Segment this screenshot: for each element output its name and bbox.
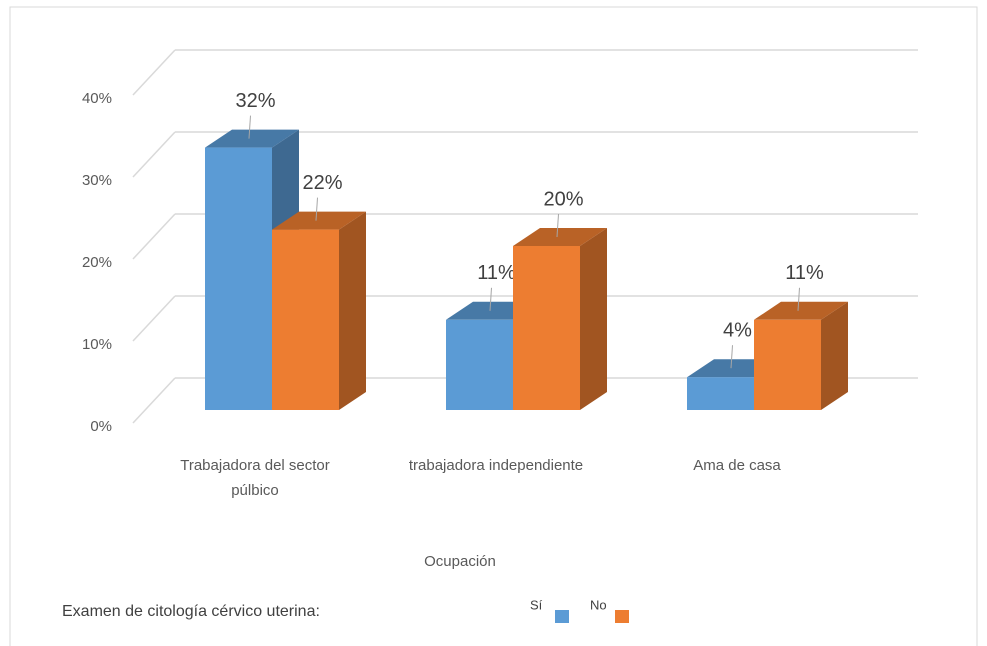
bar-top (205, 129, 299, 148)
grid-line-side (132, 49, 176, 96)
legend-swatch (555, 610, 569, 623)
leader-line (797, 287, 800, 311)
bar-front (754, 319, 821, 410)
data-label: 20% (543, 188, 583, 210)
x-axis-title: Ocupación (424, 553, 496, 570)
data-label: 32% (235, 90, 275, 112)
bar (272, 211, 366, 410)
bar-front (205, 147, 272, 410)
y-tick-label: 20% (82, 254, 112, 271)
y-tick-label: 0% (90, 418, 112, 435)
bar-side (580, 228, 607, 410)
grid-line-side (132, 213, 176, 260)
bar-side (821, 301, 848, 410)
leader-line (556, 213, 559, 238)
bar-top (272, 211, 366, 230)
bar-front (446, 319, 513, 410)
legend-title: Examen de citología cérvico uterina: (62, 603, 320, 620)
grid-line-side (132, 131, 176, 178)
x-tick-label: Trabajadora del sector púlbico (180, 457, 330, 499)
y-tick-label: 10% (82, 336, 112, 353)
bar (513, 228, 607, 410)
x-tick-label: trabajadora independiente (408, 457, 584, 474)
y-tick-label: 30% (82, 172, 112, 189)
data-label: 11% (785, 262, 824, 284)
leader-line (248, 115, 251, 139)
y-tick-label: 40% (82, 90, 112, 107)
frame (9, 6, 978, 646)
legend-label: Sí (530, 597, 543, 612)
data-label: 4% (723, 319, 752, 341)
leader-line (730, 345, 733, 369)
legend-label: No (590, 597, 607, 612)
data-label: 22% (302, 172, 342, 194)
grid-line-side (132, 295, 176, 342)
leader-line (315, 197, 318, 221)
data-label: 11% (477, 262, 516, 284)
leader-line (489, 287, 492, 311)
grid-line-side (132, 377, 176, 424)
x-tick-label: Ama de casa (693, 457, 781, 474)
bar-front (272, 229, 339, 410)
bar-top (513, 228, 607, 246)
bar-front (513, 246, 580, 410)
bar-top (754, 301, 848, 320)
bar-front (687, 377, 754, 410)
bar (754, 301, 848, 410)
legend-swatch (615, 610, 629, 623)
bar-side (339, 211, 366, 410)
